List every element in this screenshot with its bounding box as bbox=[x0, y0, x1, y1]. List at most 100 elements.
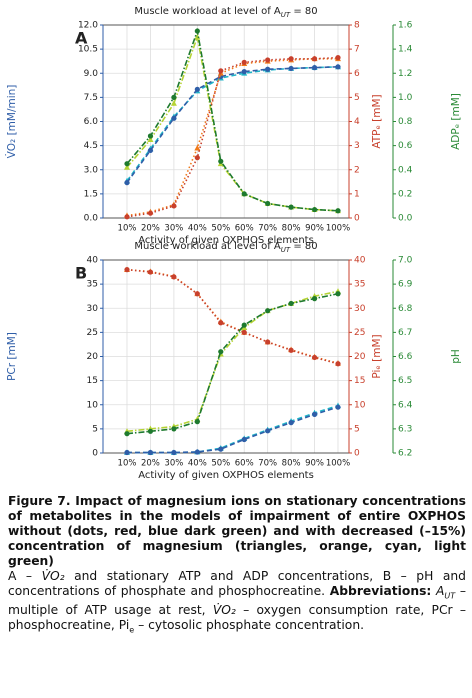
y-tick-label: 35 bbox=[87, 280, 98, 290]
marker bbox=[288, 420, 294, 426]
marker bbox=[311, 354, 318, 361]
marker bbox=[147, 133, 154, 139]
series-line bbox=[126, 27, 339, 212]
series-line bbox=[126, 290, 339, 433]
marker bbox=[288, 300, 294, 307]
series-line bbox=[126, 66, 339, 182]
y2-tick-label: 30 bbox=[354, 304, 366, 314]
x-tick-label: 60% bbox=[235, 459, 254, 469]
marker bbox=[218, 446, 224, 452]
marker bbox=[241, 69, 247, 75]
y3-tick-label: 6.7 bbox=[398, 328, 412, 338]
marker bbox=[265, 428, 271, 434]
caption-text: – cytosolic phosphate concentration. bbox=[134, 618, 365, 633]
x-tick-label: 10% bbox=[118, 224, 137, 234]
y3-axis-label: ADPₑ [mM] bbox=[450, 93, 462, 150]
x-tick-label: 20% bbox=[141, 459, 160, 469]
marker bbox=[288, 347, 294, 353]
y2-tick-label: 0 bbox=[354, 449, 360, 459]
marker bbox=[311, 206, 318, 213]
chart-title-part: UT bbox=[281, 246, 291, 254]
y-tick-label: 9.0 bbox=[84, 69, 99, 79]
marker bbox=[124, 161, 130, 167]
caption-text: V̇O₂ bbox=[41, 569, 65, 583]
y2-tick-label: 20 bbox=[354, 352, 366, 362]
marker bbox=[194, 86, 200, 92]
y-tick-label: 15 bbox=[87, 376, 98, 386]
y2-tick-label: 6 bbox=[354, 69, 360, 79]
marker bbox=[335, 291, 341, 297]
x-tick-label: 80% bbox=[282, 224, 301, 234]
marker bbox=[124, 431, 130, 437]
marker bbox=[194, 144, 201, 151]
figure: Muscle workload at level of AUT = 80A0.0… bbox=[5, 6, 462, 481]
y3-tick-label: 6.6 bbox=[398, 352, 413, 362]
y3-tick-label: 0.6 bbox=[398, 141, 413, 151]
caption-text: – multiple of ATP usage at rest, bbox=[8, 584, 466, 618]
marker bbox=[288, 65, 294, 72]
series-line bbox=[126, 33, 339, 212]
y3-tick-label: 1.6 bbox=[398, 21, 413, 31]
x-tick-label: 80% bbox=[282, 459, 301, 469]
marker bbox=[241, 322, 247, 328]
series-line bbox=[126, 66, 339, 184]
y2-tick-label: 7 bbox=[354, 45, 360, 55]
y2-tick-label: 3 bbox=[354, 141, 360, 151]
x-tick-label: 90% bbox=[305, 224, 324, 234]
y2-tick-label: 8 bbox=[354, 21, 360, 31]
marker bbox=[171, 94, 177, 100]
chart-title: Muscle workload at level of AUT = 80 bbox=[134, 6, 317, 19]
chart-title: Muscle workload at level of AUT = 80 bbox=[134, 241, 317, 254]
x-tick-label: 100% bbox=[326, 459, 350, 469]
marker bbox=[194, 419, 200, 425]
marker bbox=[171, 426, 177, 432]
y2-tick-label: 0 bbox=[354, 214, 360, 224]
y-axis-label: V̇O₂ [mM/min] bbox=[5, 85, 18, 159]
marker bbox=[265, 200, 271, 207]
marker bbox=[335, 54, 341, 61]
x-tick-label: 50% bbox=[211, 459, 230, 469]
y-tick-label: 3.0 bbox=[84, 165, 99, 175]
marker bbox=[265, 339, 271, 345]
y-tick-label: 20 bbox=[87, 352, 99, 362]
x-tick-label: 90% bbox=[305, 459, 324, 469]
y2-tick-label: 5 bbox=[354, 93, 360, 103]
y2-tick-label: 15 bbox=[354, 376, 365, 386]
y3-tick-label: 6.8 bbox=[398, 304, 413, 314]
marker bbox=[147, 449, 154, 456]
marker bbox=[124, 449, 130, 456]
marker bbox=[194, 155, 200, 161]
x-tick-label: 30% bbox=[164, 224, 183, 234]
series-line bbox=[126, 268, 339, 365]
y-tick-label: 12.0 bbox=[78, 21, 98, 31]
y3-axis-label: pH bbox=[450, 349, 462, 364]
y2-tick-label: 4 bbox=[354, 117, 360, 127]
marker bbox=[265, 66, 271, 72]
y3-tick-label: 1.0 bbox=[398, 93, 413, 103]
marker bbox=[311, 411, 318, 417]
caption-text: e bbox=[129, 625, 135, 635]
x-axis-label: Activity of given OXPHOS elements bbox=[138, 235, 314, 246]
y-tick-label: 7.5 bbox=[84, 93, 98, 103]
marker bbox=[194, 449, 200, 455]
x-tick-label: 70% bbox=[258, 459, 277, 469]
caption-text: A bbox=[436, 584, 445, 598]
y3-tick-label: 0.0 bbox=[398, 214, 413, 224]
x-tick-label: 10% bbox=[118, 459, 137, 469]
marker bbox=[218, 68, 224, 74]
chart-title-part: = 80 bbox=[290, 6, 317, 17]
x-tick-label: 40% bbox=[188, 459, 207, 469]
caption-text: V̇O₂ bbox=[212, 603, 236, 618]
series-line bbox=[127, 406, 339, 454]
caption-text: and stationary ATP and ADP concentration… bbox=[8, 569, 466, 598]
y3-tick-label: 0.8 bbox=[398, 117, 413, 127]
caption-text: UT bbox=[444, 591, 456, 601]
marker bbox=[335, 404, 341, 410]
marker bbox=[311, 56, 318, 62]
marker bbox=[241, 329, 247, 335]
marker bbox=[171, 115, 177, 121]
marker bbox=[218, 158, 224, 164]
marker bbox=[124, 214, 130, 220]
marker bbox=[194, 291, 200, 297]
x-tick-label: 30% bbox=[164, 459, 183, 469]
